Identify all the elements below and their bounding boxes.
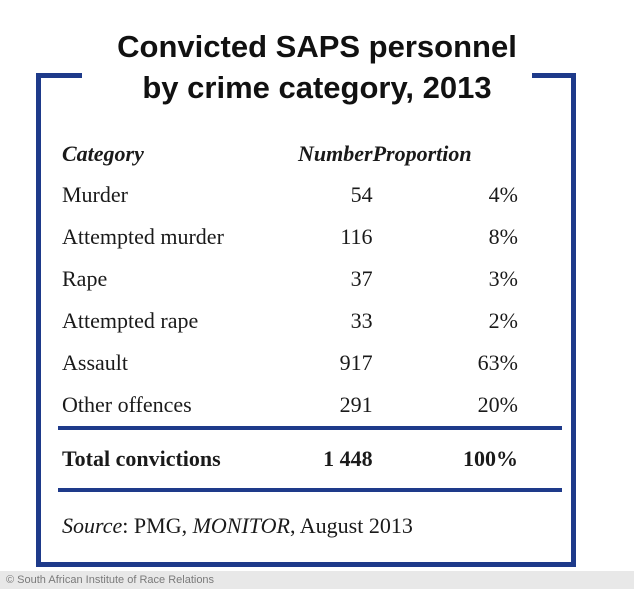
header-row: Category Number Proportion xyxy=(58,134,562,174)
source-label: Source xyxy=(62,513,123,538)
image-credit: © South African Institute of Race Relati… xyxy=(0,571,634,589)
header-proportion: Proportion xyxy=(372,141,472,166)
chart-title: Convicted SAPS personnel by crime catego… xyxy=(0,26,634,108)
category-cell: Assault xyxy=(62,350,128,375)
source-text-b: , August 2013 xyxy=(289,513,413,538)
table-row: Assault 917 63% xyxy=(58,342,562,384)
category-cell: Attempted murder xyxy=(62,224,224,249)
category-cell: Rape xyxy=(62,266,108,291)
source-publication: MONITOR xyxy=(192,513,290,538)
proportion-cell: 63% xyxy=(477,350,518,375)
table-row: Rape 37 3% xyxy=(58,258,562,300)
number-cell: 33 xyxy=(350,308,373,333)
header-number: Number xyxy=(298,141,373,166)
proportion-cell: 8% xyxy=(488,224,518,249)
header-category: Category xyxy=(62,141,144,166)
table-row: Attempted rape 33 2% xyxy=(58,300,562,342)
proportion-cell: 3% xyxy=(488,266,518,291)
total-row: Total convictions 1 448 100% xyxy=(58,426,562,492)
number-cell: 54 xyxy=(350,182,373,207)
total-category-cell: Total convictions xyxy=(58,426,292,492)
title-line-1: Convicted SAPS personnel xyxy=(117,29,517,64)
table-row: Murder 54 4% xyxy=(58,174,562,216)
number-cell: 116 xyxy=(340,224,373,249)
total-proportion-cell: 100% xyxy=(372,426,562,492)
table-row: Attempted murder 116 8% xyxy=(58,216,562,258)
title-backdrop xyxy=(82,60,532,90)
proportion-cell: 20% xyxy=(477,392,518,417)
proportion-cell: 4% xyxy=(488,182,518,207)
total-number-cell: 1 448 xyxy=(292,426,373,492)
number-cell: 291 xyxy=(339,392,373,417)
number-cell: 37 xyxy=(350,266,373,291)
source-note: Source: PMG, MONITOR, August 2013 xyxy=(62,513,413,539)
convictions-table: Category Number Proportion Murder 54 4% … xyxy=(58,134,562,492)
number-cell: 917 xyxy=(339,350,373,375)
category-cell: Murder xyxy=(62,182,128,207)
proportion-cell: 2% xyxy=(488,308,518,333)
title-line-2: by crime category, 2013 xyxy=(142,70,492,105)
category-cell: Other offences xyxy=(62,392,192,417)
source-text-a: : PMG, xyxy=(122,513,193,538)
category-cell: Attempted rape xyxy=(62,308,199,333)
table-row: Other offences 291 20% xyxy=(58,384,562,428)
